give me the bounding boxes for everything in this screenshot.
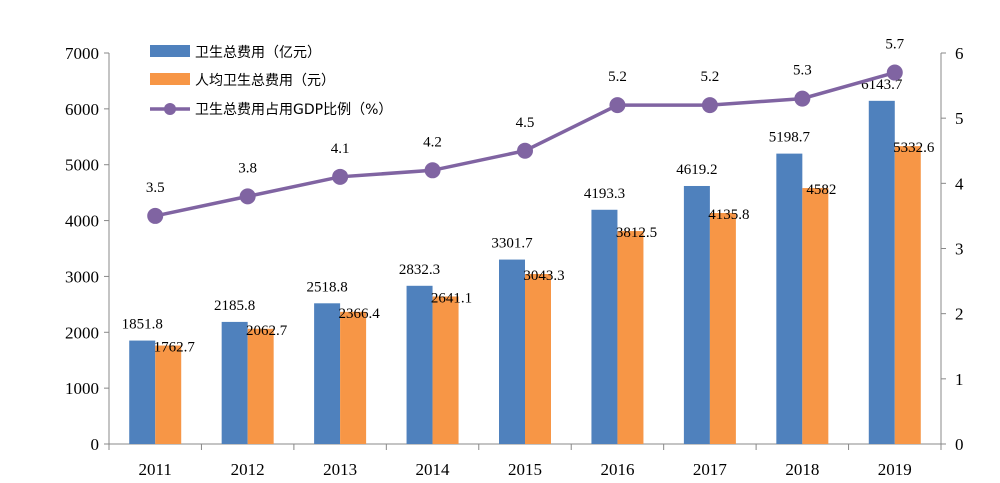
y2-tick-label: 1	[955, 370, 964, 389]
y-tick-label: 7000	[65, 44, 99, 63]
bar-per-capita	[155, 345, 182, 444]
data-label: 3301.7	[491, 236, 533, 252]
y2-tick-label: 2	[955, 305, 964, 324]
x-tick-label: 2015	[508, 460, 542, 479]
legend-label: 卫生总费用占用GDP比例（%）	[195, 102, 392, 118]
data-label: 5.7	[885, 37, 904, 53]
bar-total	[868, 100, 895, 444]
data-label: 1851.8	[122, 317, 163, 333]
legend-swatch-total	[150, 45, 190, 57]
y2-tick-label: 5	[955, 109, 964, 128]
y-tick-label: 0	[91, 435, 100, 454]
data-label: 2185.8	[214, 298, 255, 314]
x-tick-label: 2016	[600, 460, 634, 479]
data-label: 5198.7	[769, 130, 811, 146]
data-label: 4619.2	[676, 162, 717, 178]
data-label: 3043.3	[523, 268, 564, 284]
data-label: 5.3	[793, 63, 812, 79]
data-label: 4.2	[423, 134, 442, 150]
y2-tick-label: 6	[955, 44, 964, 63]
bar-per-capita	[617, 231, 644, 444]
legend-swatch-per-capita	[150, 73, 190, 85]
x-tick-label: 2019	[878, 460, 912, 479]
data-label: 3.5	[146, 180, 165, 196]
data-label: 4193.3	[584, 186, 625, 202]
x-tick-label: 2012	[231, 460, 265, 479]
gdp-ratio-point	[701, 97, 718, 114]
y2-tick-label: 4	[955, 174, 964, 193]
y-tick-label: 2000	[65, 323, 99, 342]
y-tick-label: 6000	[65, 100, 99, 119]
y2-tick-label: 3	[955, 240, 964, 259]
data-label: 5332.6	[893, 140, 935, 156]
gdp-ratio-point	[517, 142, 533, 159]
bar-per-capita	[709, 212, 736, 444]
bar-per-capita	[340, 311, 367, 444]
gdp-ratio-point	[147, 207, 164, 224]
x-tick-label: 2018	[785, 460, 819, 479]
bar-per-capita	[802, 188, 829, 444]
bar-total	[776, 153, 803, 444]
data-label: 5.2	[701, 69, 720, 85]
bar-total	[406, 285, 433, 444]
data-label: 2366.4	[338, 306, 380, 322]
data-label: 2641.1	[431, 290, 472, 306]
bar-total	[683, 185, 710, 444]
bar-total	[221, 321, 248, 444]
data-label: 5.2	[608, 69, 627, 85]
gdp-ratio-point	[332, 168, 349, 185]
gdp-ratio-point	[609, 97, 626, 114]
x-tick-label: 2013	[323, 460, 357, 479]
y-tick-label: 4000	[65, 212, 99, 231]
gdp-ratio-point	[239, 188, 256, 205]
data-label: 4582	[806, 182, 836, 198]
data-label: 4.5	[516, 115, 535, 131]
bar-total	[129, 340, 156, 444]
bar-total	[499, 259, 525, 444]
y-tick-label: 1000	[65, 379, 99, 398]
y-tick-label: 3000	[65, 267, 99, 286]
y-tick-label: 5000	[65, 156, 99, 175]
data-label: 2832.3	[399, 262, 440, 278]
bar-per-capita	[525, 274, 551, 444]
gdp-ratio-point	[886, 64, 903, 81]
data-label: 2518.8	[306, 279, 347, 295]
legend-label: 卫生总费用（亿元）	[195, 45, 321, 61]
bar-total	[314, 303, 341, 444]
y2-tick-label: 0	[955, 435, 964, 454]
x-tick-label: 2011	[139, 460, 172, 479]
legend-label: 人均卫生总费用（元）	[195, 73, 335, 89]
data-label: 3.8	[238, 160, 257, 176]
data-label: 3812.5	[616, 225, 657, 241]
data-label: 4.1	[331, 141, 350, 157]
gdp-ratio-point	[424, 162, 441, 179]
x-tick-label: 2014	[416, 460, 451, 479]
x-tick-label: 2017	[693, 460, 728, 479]
gdp-ratio-point	[794, 90, 811, 107]
bar-per-capita	[894, 146, 921, 444]
data-label: 1762.7	[154, 340, 196, 356]
legend-swatch-marker	[164, 103, 176, 115]
bar-total	[591, 209, 618, 444]
data-label: 2062.7	[246, 323, 288, 339]
bar-per-capita	[247, 328, 274, 444]
bar-per-capita	[432, 296, 459, 444]
data-label: 4135.8	[708, 207, 749, 223]
